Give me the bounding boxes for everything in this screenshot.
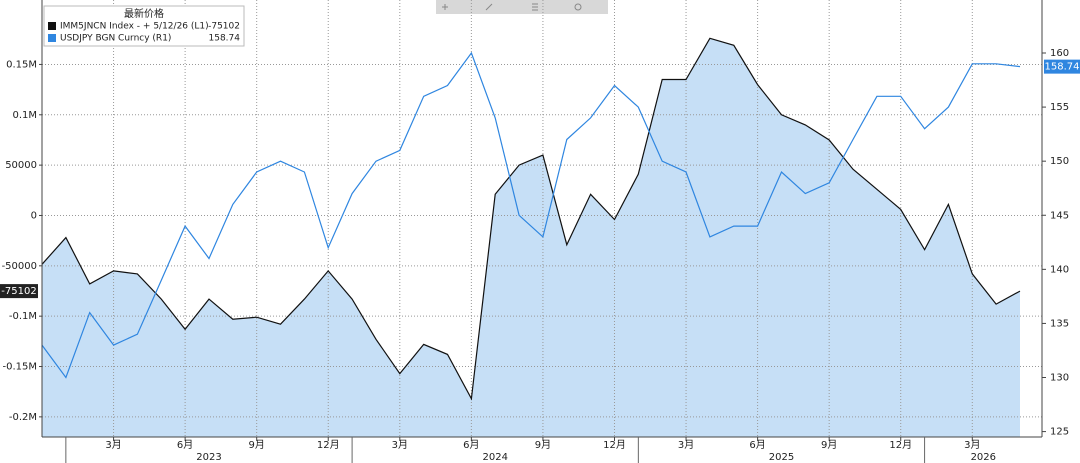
x-tick-label: 9月 [821,439,837,451]
x-tick-label: 12月 [603,439,626,451]
y2-tick-label: 130 [1050,373,1069,384]
y-tick-label: -0.1M [9,311,37,322]
legend-label: USDJPY BGN Curncy (R1) [60,34,171,44]
x-tick-label: 12月 [317,439,340,451]
line [41,51,1021,379]
legend-title: 最新价格 [124,7,164,20]
legend-swatch [48,22,56,30]
toolbar-icon [574,3,582,11]
value-flag [1044,59,1080,74]
toolbar-icon [442,4,448,10]
x-tick-label: 3月 [392,439,408,451]
y-tick-label: 0.1M [12,110,37,121]
x-tick-label: 3月 [678,439,694,451]
y-tick-label: -0.2M [9,412,37,423]
line [41,37,1021,401]
legend-value: -75102 [208,22,240,32]
x-tick-label: 12月 [889,439,912,451]
y2-tick-label: 135 [1050,318,1069,329]
year-label: 2023 [196,452,221,463]
legend-value: 158.74 [209,34,241,44]
toolbar-icon [485,3,493,11]
toolbar [436,0,608,14]
toolbar-bg [436,0,608,14]
area [42,38,1020,438]
x-tick-label: 3月 [964,439,980,451]
y2-tick-label: 125 [1050,427,1069,438]
value-flag-label: -75102 [1,286,36,297]
x-tick-label: 6月 [463,439,479,451]
legend-label: IMM5JNCN Index - + 5/12/26 (L1) [60,22,209,32]
y-tick-label: 0.15M [6,59,37,70]
year-label: 2026 [971,452,996,463]
y-tick-label: 50000 [5,160,37,171]
y2-tick-label: 150 [1050,156,1069,167]
legend-swatch [48,34,56,42]
x-tick-label: 9月 [535,439,551,451]
y-tick-label: 0 [31,210,37,221]
y-tick-label: -50000 [2,261,37,272]
y2-tick-label: 145 [1050,210,1069,221]
y2-tick-label: 140 [1050,264,1069,275]
value-flag [0,284,38,299]
y2-tick-label: 155 [1050,102,1069,113]
year-label: 2024 [482,452,507,463]
x-tick-label: 9月 [248,439,264,451]
x-tick-label: 6月 [177,439,193,451]
y2-tick-label: 160 [1050,48,1069,59]
legend: 最新价格 IMM5JNCN Index - + 5/12/26 (L1) -7510… [43,5,245,47]
x-tick-label: 3月 [105,439,121,451]
toolbar-icon [532,3,538,11]
y-tick-label: -0.15M [2,362,37,373]
x-tick-label: 6月 [749,439,765,451]
year-label: 2025 [769,452,794,463]
value-flag-label: 158.74 [1045,62,1080,73]
legend-box [43,5,245,47]
